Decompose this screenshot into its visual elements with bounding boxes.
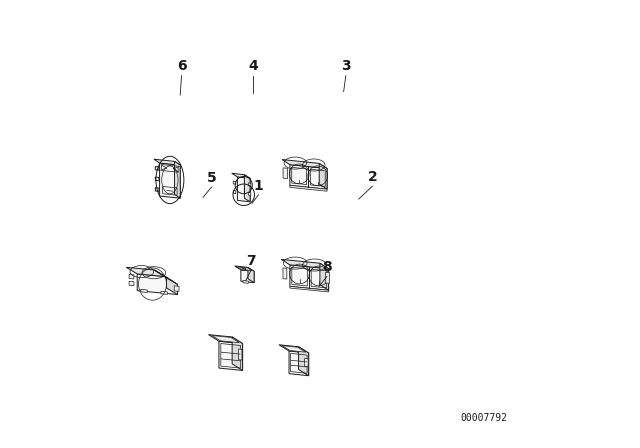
Polygon shape xyxy=(319,164,327,189)
Polygon shape xyxy=(129,275,134,279)
Polygon shape xyxy=(239,349,242,360)
Polygon shape xyxy=(161,291,167,294)
Text: 7: 7 xyxy=(246,254,256,268)
Polygon shape xyxy=(159,163,180,198)
Polygon shape xyxy=(232,173,250,178)
Polygon shape xyxy=(137,274,177,294)
Polygon shape xyxy=(282,345,306,352)
Polygon shape xyxy=(248,192,251,195)
Polygon shape xyxy=(219,341,243,370)
Polygon shape xyxy=(233,190,236,194)
Polygon shape xyxy=(237,177,250,202)
Polygon shape xyxy=(235,266,254,271)
Polygon shape xyxy=(237,267,252,271)
Text: 3: 3 xyxy=(341,60,351,73)
Polygon shape xyxy=(326,272,330,283)
Text: 1: 1 xyxy=(253,179,264,193)
Polygon shape xyxy=(156,167,159,170)
Polygon shape xyxy=(174,286,179,291)
Text: 8: 8 xyxy=(322,260,332,274)
Polygon shape xyxy=(299,347,308,376)
Polygon shape xyxy=(209,335,243,344)
Polygon shape xyxy=(243,280,248,283)
Polygon shape xyxy=(290,286,328,292)
Polygon shape xyxy=(154,159,180,165)
Polygon shape xyxy=(166,278,177,294)
Polygon shape xyxy=(290,165,327,189)
Polygon shape xyxy=(320,263,328,290)
Polygon shape xyxy=(126,267,165,276)
Polygon shape xyxy=(175,161,180,198)
Polygon shape xyxy=(282,159,327,168)
Text: 5: 5 xyxy=(207,171,216,185)
Polygon shape xyxy=(248,183,251,186)
Polygon shape xyxy=(283,168,287,179)
Polygon shape xyxy=(289,351,308,376)
Polygon shape xyxy=(156,188,159,191)
Polygon shape xyxy=(141,289,147,293)
Polygon shape xyxy=(244,175,250,202)
Polygon shape xyxy=(279,345,308,353)
Polygon shape xyxy=(129,281,134,286)
Polygon shape xyxy=(232,337,243,370)
Text: 6: 6 xyxy=(177,60,186,73)
Polygon shape xyxy=(290,185,327,191)
Polygon shape xyxy=(241,270,254,283)
Text: 2: 2 xyxy=(367,170,378,184)
Polygon shape xyxy=(283,268,287,279)
Polygon shape xyxy=(154,270,177,284)
Polygon shape xyxy=(212,336,239,343)
Text: 00007792: 00007792 xyxy=(460,413,507,423)
Polygon shape xyxy=(290,265,328,290)
Polygon shape xyxy=(281,259,328,269)
Polygon shape xyxy=(248,267,254,283)
Polygon shape xyxy=(233,181,236,184)
Text: 4: 4 xyxy=(248,60,258,73)
Polygon shape xyxy=(305,358,308,367)
Polygon shape xyxy=(156,177,159,181)
